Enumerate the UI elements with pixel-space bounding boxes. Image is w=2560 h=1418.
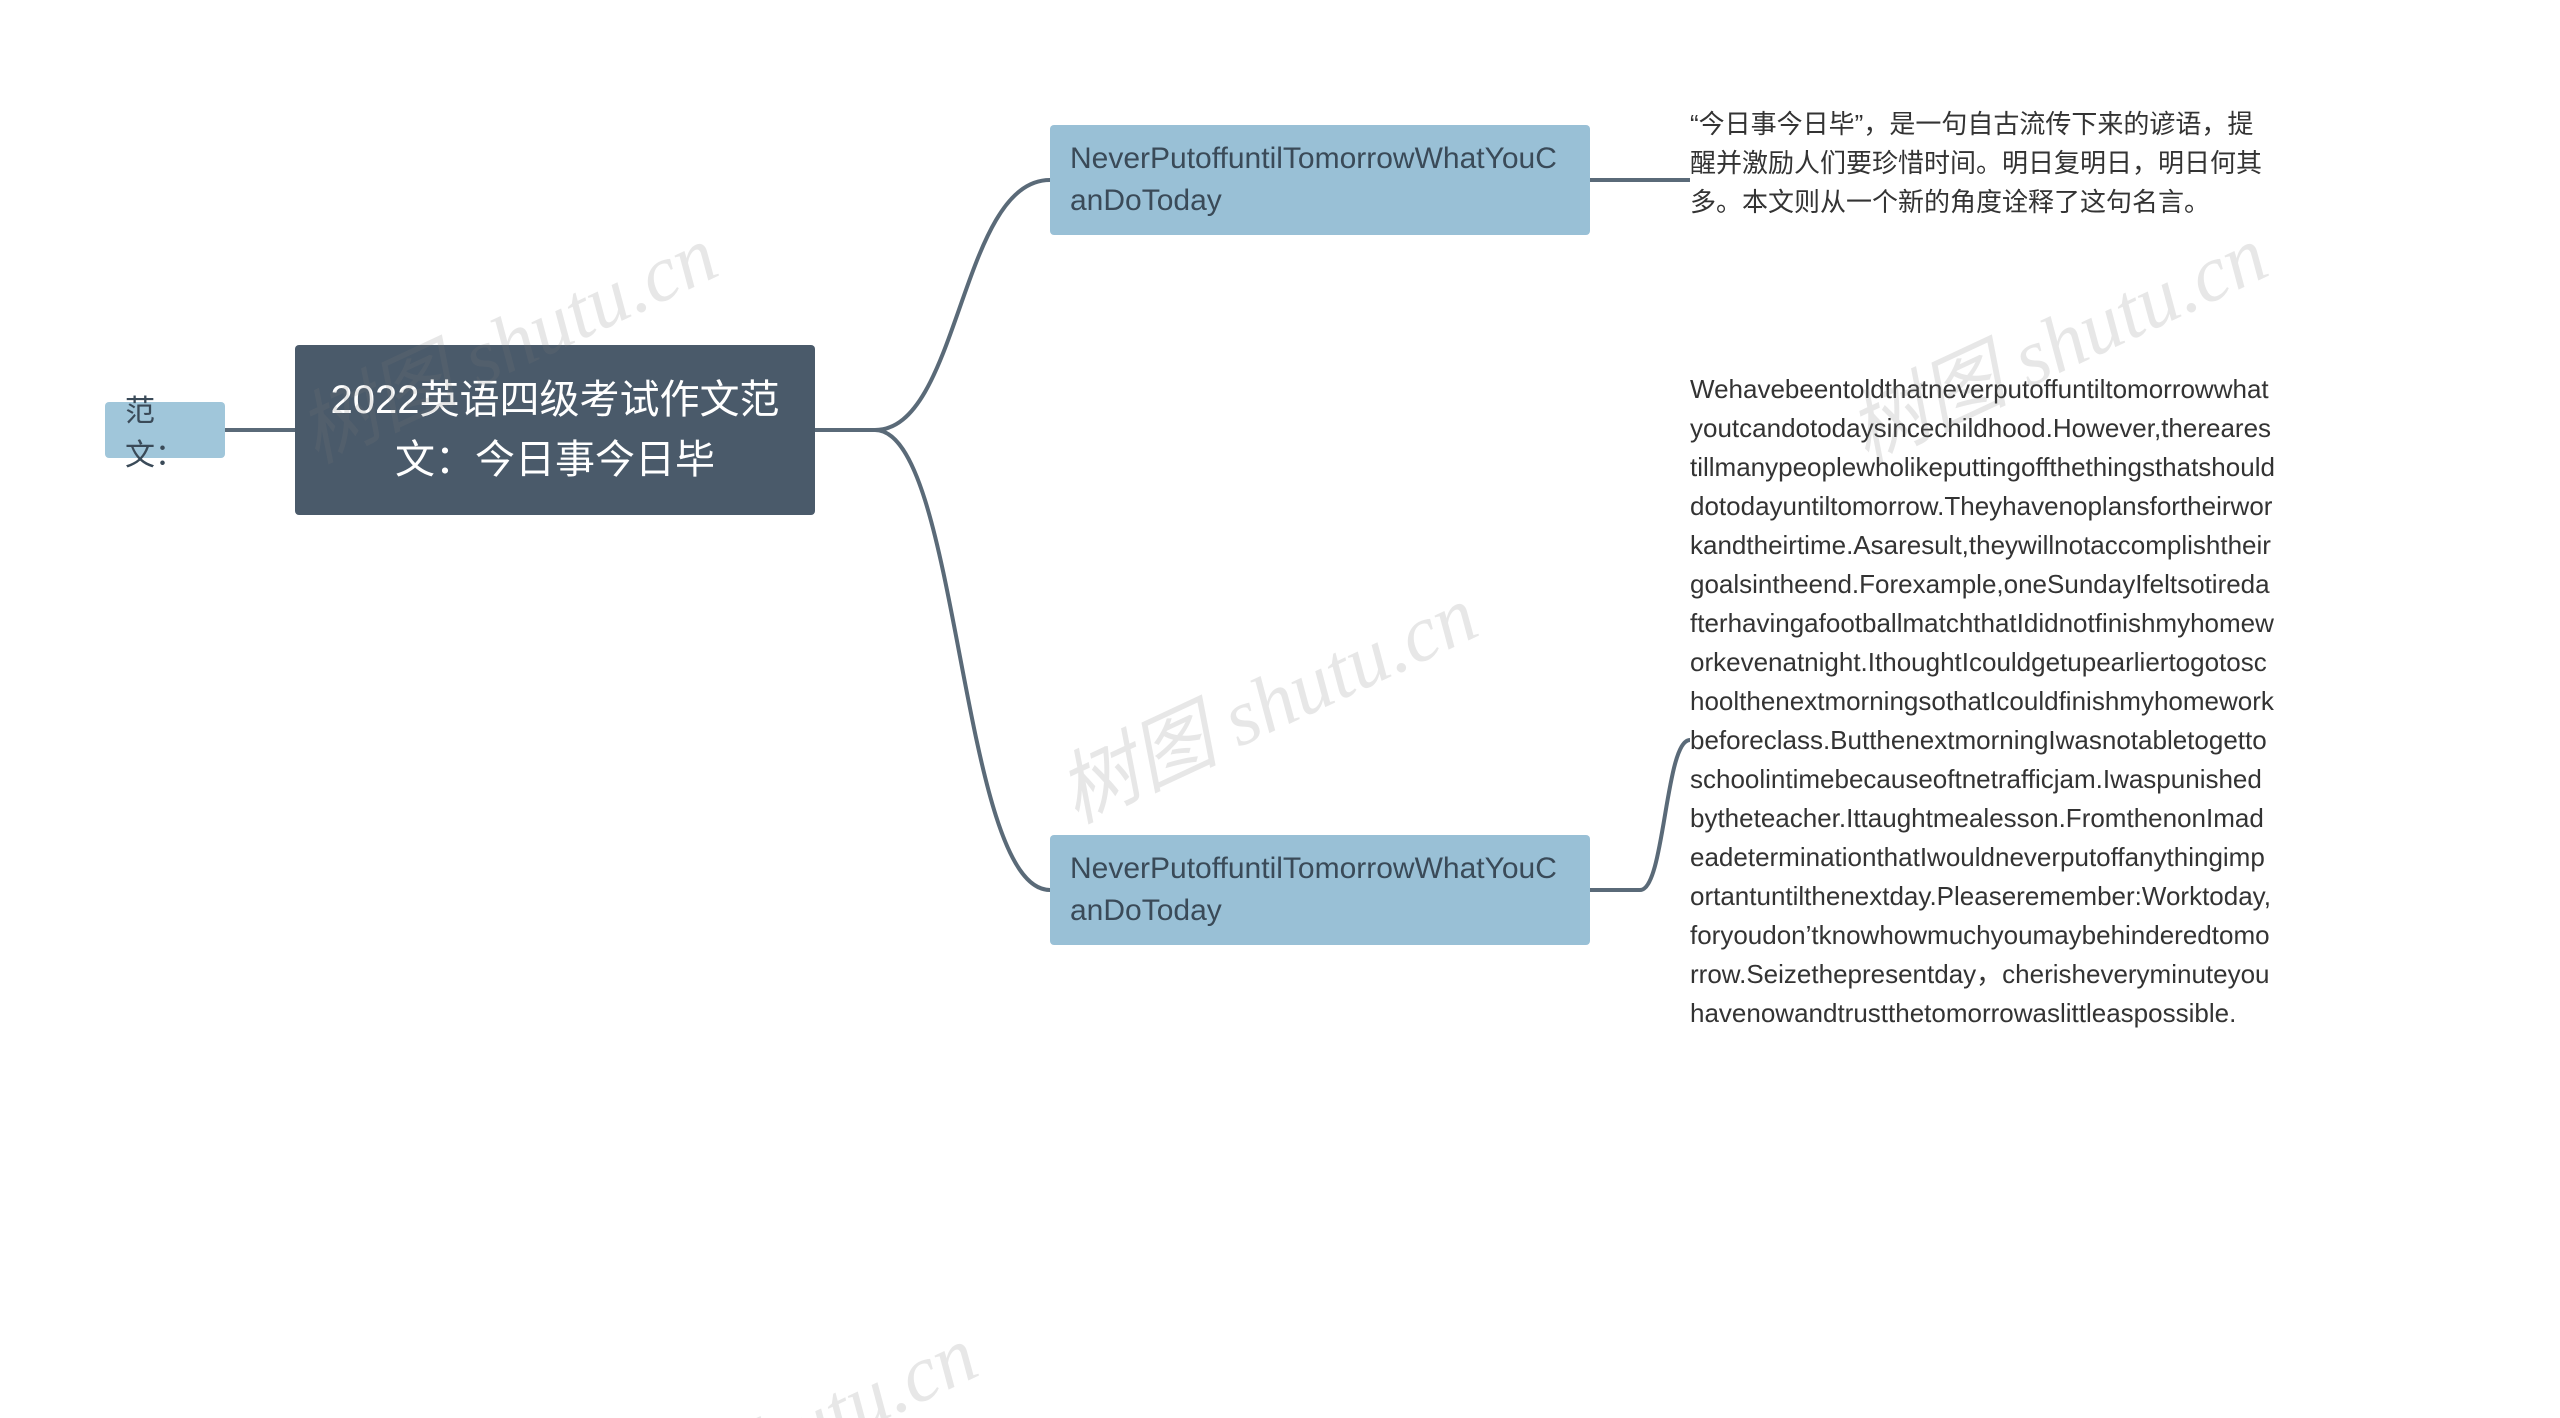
watermark-text: 树图 shutu.cn [546, 1311, 990, 1418]
root-node[interactable]: 2022英语四级考试作文范文：今日事今日毕 [295, 345, 815, 515]
mindmap-canvas: 范文： 2022英语四级考试作文范文：今日事今日毕 NeverPutoffunt… [0, 0, 2560, 1418]
left-node-label: 范文： [125, 386, 205, 474]
branch-2-label: NeverPutoffuntilTomorrowWhatYouCanDoToda… [1070, 848, 1570, 932]
branch-node-1[interactable]: NeverPutoffuntilTomorrowWhatYouCanDoToda… [1050, 125, 1590, 235]
left-node[interactable]: 范文： [105, 402, 225, 458]
root-node-label: 2022英语四级考试作文范文：今日事今日毕 [325, 370, 785, 490]
leaf-text-2[interactable]: Wehavebeentoldthatneverputoffuntiltomorr… [1690, 370, 2275, 1033]
branch-1-label: NeverPutoffuntilTomorrowWhatYouCanDoToda… [1070, 138, 1570, 222]
watermark: 树图 shutu.cn [1037, 551, 1493, 846]
branch-node-2[interactable]: NeverPutoffuntilTomorrowWhatYouCanDoToda… [1050, 835, 1590, 945]
watermark: 树图 shutu.cn [537, 1291, 993, 1418]
leaf-2-content: Wehavebeentoldthatneverputoffuntiltomorr… [1690, 374, 2275, 1028]
leaf-text-1[interactable]: “今日事今日毕”，是一句自古流传下来的谚语，提醒并激励人们要珍惜时间。明日复明日… [1690, 105, 2275, 222]
leaf-1-content: “今日事今日毕”，是一句自古流传下来的谚语，提醒并激励人们要珍惜时间。明日复明日… [1690, 109, 2262, 217]
watermark-text: 树图 shutu.cn [1046, 571, 1490, 840]
